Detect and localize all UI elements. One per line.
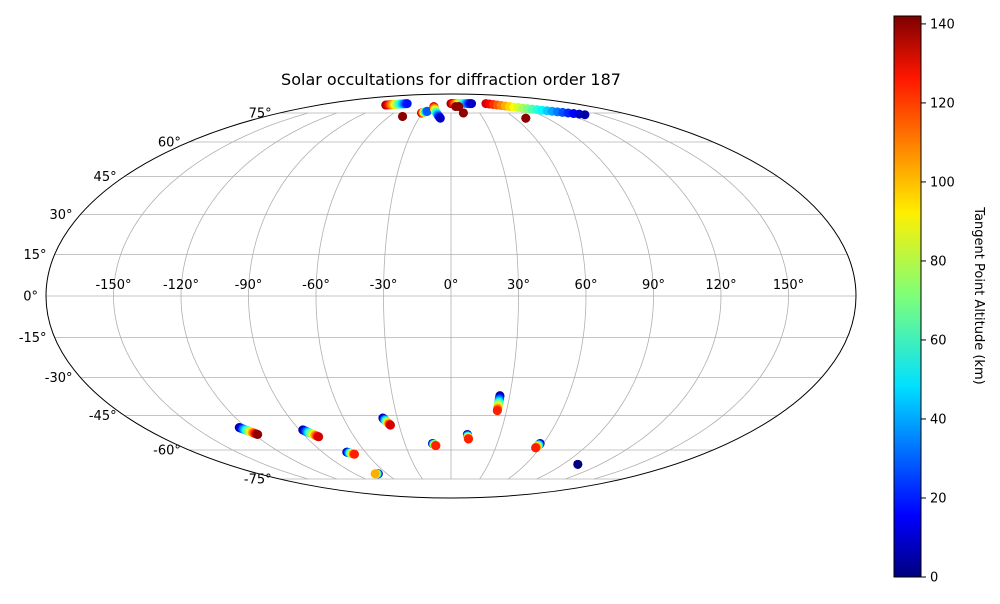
longitude-tick-label: -150° (95, 278, 131, 293)
occultation-point (431, 441, 441, 451)
occultation-point (521, 113, 531, 123)
latitude-tick-label: 75° (249, 106, 272, 121)
latitude-tick-label: -75° (244, 473, 272, 488)
colorbar-label: Tangent Point Altitude (km) (971, 206, 986, 384)
chart-title: Solar occultations for diffraction order… (281, 70, 621, 89)
latitude-tick-label: 0° (23, 290, 38, 305)
occultation-point (402, 99, 412, 109)
occultation-point (349, 449, 359, 459)
longitude-tick-label: -120° (163, 278, 199, 293)
latitude-tick-label: 45° (94, 170, 117, 185)
longitude-tick-label: -60° (302, 278, 330, 293)
colorbar-tick-label: 20 (930, 491, 947, 506)
occultation-point (531, 443, 541, 453)
longitude-tick-label: 30° (507, 278, 530, 293)
colorbar (893, 15, 922, 578)
longitude-tick-label: 150° (773, 278, 804, 293)
latitude-tick-labels: 75° 60° 45° 30° 15° 0° -15° -30° -45° -60° -75° (19, 106, 272, 487)
occultation-point (370, 469, 380, 479)
colorbar-ticks: 0 20 40 60 80 100 120 140 (921, 17, 955, 586)
occultation-point (253, 429, 263, 439)
occultation-point (467, 99, 477, 109)
latitude-tick-label: -60° (153, 444, 181, 459)
occultation-point (422, 106, 432, 116)
longitude-tick-label: 90° (642, 278, 665, 293)
occultation-point (463, 434, 473, 444)
colorbar-tick-label: 40 (930, 412, 947, 427)
occultation-point (398, 111, 408, 121)
longitude-tick-labels: -150° -120° -90° -60° -30° 0° 30° 60° 90° 120° 150… (95, 278, 804, 293)
occultation-point (435, 113, 445, 123)
latitude-tick-label: -45° (89, 409, 117, 424)
graticule (46, 112, 856, 480)
colorbar-tick-label: 100 (930, 175, 955, 190)
occultation-point (580, 110, 590, 120)
latitude-tick-label: 15° (24, 248, 47, 263)
occultation-point (314, 432, 324, 442)
map-boundary (45, 93, 857, 499)
latitude-tick-label: -30° (45, 371, 73, 386)
latitude-tick-label: 30° (49, 208, 72, 223)
colorbar-tick-label: 60 (930, 333, 947, 348)
longitude-tick-label: -30° (370, 278, 398, 293)
colorbar-tick-label: 120 (930, 96, 955, 111)
occultation-point (492, 406, 502, 416)
occultation-points (234, 99, 590, 479)
occultation-point (385, 420, 395, 430)
longitude-tick-label: -90° (235, 278, 263, 293)
occultation-point (573, 459, 583, 469)
colorbar-tick-label: 80 (930, 254, 947, 269)
longitude-tick-label: 120° (705, 278, 736, 293)
colorbar-tick-label: 0 (930, 571, 938, 586)
occultation-point (454, 102, 464, 112)
longitude-tick-label: 60° (574, 278, 597, 293)
longitude-tick-label: 0° (444, 278, 459, 293)
latitude-tick-label: -15° (19, 331, 47, 346)
latitude-tick-label: 60° (158, 135, 181, 150)
colorbar-tick-label: 140 (930, 17, 955, 32)
occultation-point (458, 108, 468, 118)
